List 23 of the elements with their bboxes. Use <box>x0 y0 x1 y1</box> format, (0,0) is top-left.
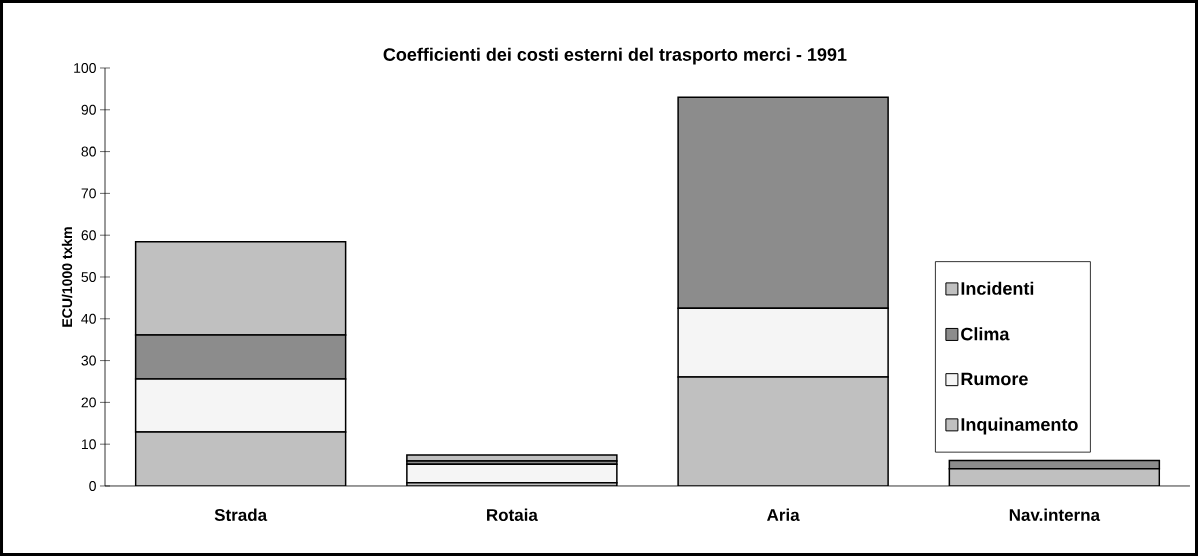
legend-label: Rumore <box>961 372 1028 386</box>
y-tick-label: 0 <box>89 481 96 491</box>
legend-label: Incidenti <box>961 281 1034 295</box>
y-tick-label: 20 <box>81 397 96 408</box>
legend-label: Clima <box>961 327 1010 341</box>
x-tick-label: Rotaia <box>487 508 538 522</box>
y-tick-label: 60 <box>81 230 96 241</box>
bar <box>134 431 347 486</box>
y-tick-label: 80 <box>81 146 96 157</box>
y-tick-label: 10 <box>81 439 96 450</box>
y-tick-label: 50 <box>81 272 96 282</box>
y-tick-label: 100 <box>74 63 96 73</box>
chart-title: Coefficienti dei costi esterni del trasporto merci - 1991 <box>383 47 847 65</box>
x-tick-label: Nav.interna <box>1009 508 1101 522</box>
y-tick-label: 30 <box>81 355 96 366</box>
y-axis-title: ECU/1000 txkm <box>61 227 73 327</box>
y-tick-label: 90 <box>81 104 96 115</box>
bar <box>677 376 889 486</box>
x-tick-label: Strada <box>214 508 268 522</box>
x-tick-label: Aria <box>767 508 800 522</box>
y-tick-label: 70 <box>81 188 96 199</box>
y-tick-label: 40 <box>81 313 96 324</box>
legend-label: Inquinamento <box>961 417 1078 435</box>
